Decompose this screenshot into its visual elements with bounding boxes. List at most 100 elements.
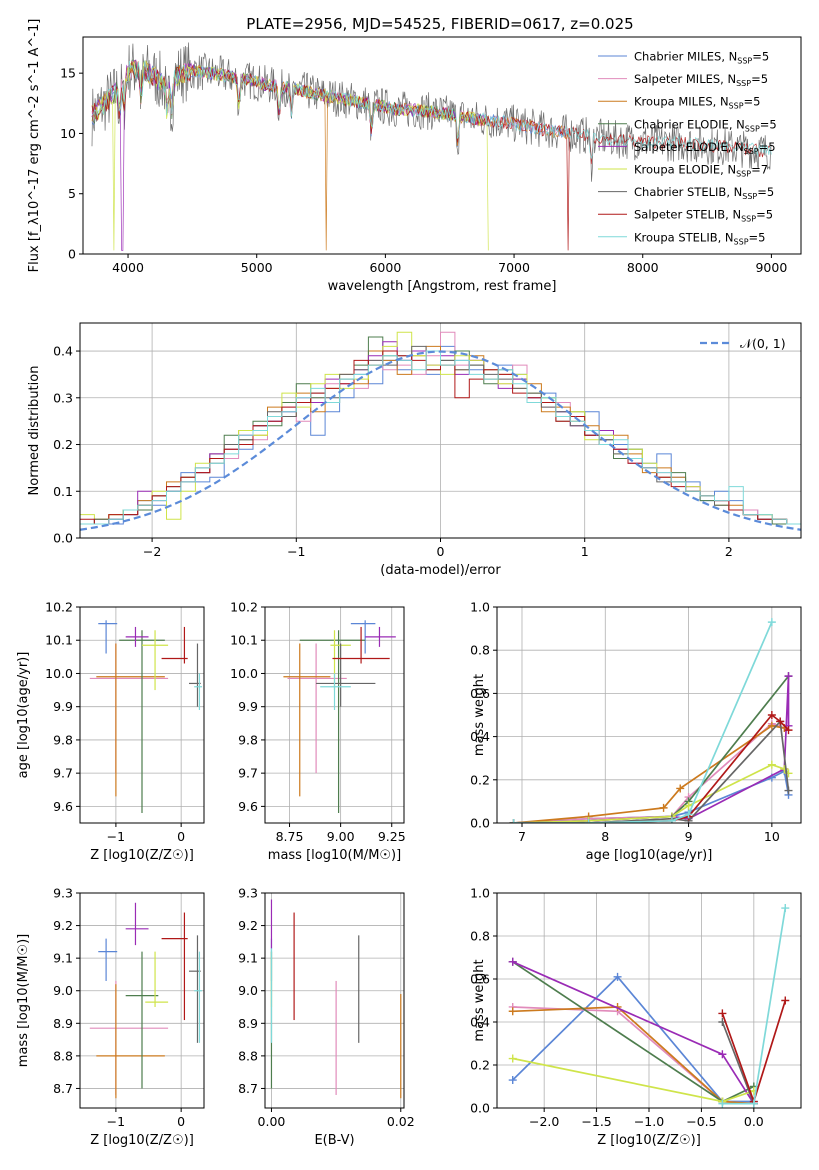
legend-label: Salpeter MILES, NSSP=5 bbox=[634, 72, 768, 88]
residual-histogram-panel: −2 −1 0 1 2 0.0 0.1 0.2 0.3 0.4 (data-model)/error… bbox=[27, 322, 802, 578]
y-tick-label: 9.1 bbox=[238, 951, 258, 966]
data-point-salpeter-stelib bbox=[784, 726, 793, 735]
legend-label: Kroupa ELODIE, NSSP=7 bbox=[634, 163, 768, 179]
series-line-chabrier-stelib bbox=[513, 719, 790, 823]
series-line-chabrier-miles bbox=[513, 769, 790, 823]
data-point-kroupa-stelib bbox=[509, 819, 518, 823]
y-tick-label: 8.8 bbox=[238, 1048, 258, 1063]
legend-label: Kroupa MILES, NSSP=5 bbox=[634, 95, 760, 111]
axes-frame bbox=[264, 892, 405, 1109]
y-tick-label: 9.9 bbox=[238, 699, 258, 714]
legend-label: Salpeter ELODIE, NSSP=5 bbox=[634, 140, 776, 156]
plot-area bbox=[270, 899, 402, 1099]
y-tick-label: 0.6 bbox=[470, 686, 490, 701]
y-tick-label: 0.3 bbox=[53, 390, 73, 405]
x-axis-label: age [log10(age/yr)] bbox=[586, 848, 713, 863]
y-tick-label: 1.0 bbox=[470, 600, 490, 615]
data-point-salpeter-elodie bbox=[508, 957, 517, 966]
axes-frame bbox=[82, 36, 802, 255]
series-line-salpeter-elodie bbox=[513, 676, 790, 823]
y-tick-label: 10 bbox=[60, 126, 76, 141]
x-tick-label: 0 bbox=[177, 829, 185, 844]
data-point-kroupa-elodie bbox=[684, 801, 693, 810]
data-point-kroupa-miles bbox=[659, 803, 668, 812]
axes-frame bbox=[79, 606, 205, 824]
y-tick-label: 9.8 bbox=[238, 732, 258, 747]
y-tick-label: 8.7 bbox=[238, 1081, 258, 1096]
y-tick-label: 10.2 bbox=[45, 600, 73, 615]
x-tick-label: 9.25 bbox=[378, 829, 406, 844]
y-tick-label: 8.9 bbox=[53, 1016, 73, 1031]
y-tick-label: 9.0 bbox=[238, 983, 258, 998]
plot-area bbox=[509, 618, 793, 823]
x-tick-label: 7000 bbox=[498, 260, 530, 275]
data-point-kroupa-elodie bbox=[780, 765, 789, 773]
mass-vs-metallicity-panel: −1 0 8.7 8.8 8.9 9.0 9.1 9.2 9.3 Z [log10(Z/Z☉)] m… bbox=[16, 886, 205, 1148]
x-tick-label: −1 bbox=[107, 829, 125, 844]
data-point-salpeter-stelib bbox=[781, 996, 790, 1005]
series-line-kroupa-miles bbox=[512, 1006, 754, 1105]
y-tick-label: 9.7 bbox=[53, 766, 73, 781]
series-line-kroupa-elodie bbox=[513, 763, 790, 823]
plot-area bbox=[508, 904, 790, 1108]
x-tick-label: −1.0 bbox=[634, 1114, 664, 1129]
series-line-salpeter-miles bbox=[513, 722, 785, 823]
axes-frame bbox=[79, 892, 205, 1109]
axes-frame bbox=[496, 606, 802, 824]
legend-label: 𝒩(0, 1) bbox=[740, 336, 786, 351]
spectrum-line-chabrier-stelib bbox=[91, 42, 772, 182]
y-tick-label: 9.2 bbox=[53, 918, 73, 933]
y-tick-label: 9.8 bbox=[53, 732, 73, 747]
age-vs-metallicity-panel: −1 0 9.6 9.7 9.8 9.9 10.0 10.1 10.2 Z [log10(Z/Z☉… bbox=[16, 600, 205, 863]
x-tick-label: −2 bbox=[143, 544, 161, 559]
x-tick-label: −1 bbox=[107, 1114, 125, 1129]
mass-vs-extinction-panel: 0.00 0.02 8.7 8.8 8.9 9.0 9.1 9.2 9.3 E(B-V) bbox=[238, 886, 415, 1149]
y-tick-label: 0.4 bbox=[470, 1015, 490, 1030]
y-axis-label: Flux [f_λ10^-17 erg cm^-2 s^-1 A^-1] bbox=[27, 19, 42, 273]
x-tick-label: 7 bbox=[518, 829, 526, 844]
y-tick-label: 0 bbox=[68, 247, 76, 262]
x-tick-label: 9.00 bbox=[327, 829, 355, 844]
x-axis-label: E(B-V) bbox=[314, 1133, 354, 1148]
x-tick-label: 8000 bbox=[627, 260, 659, 275]
data-point-kroupa-stelib bbox=[767, 618, 776, 627]
data-point-chabrier-stelib bbox=[784, 786, 793, 795]
x-tick-label: 8.75 bbox=[276, 829, 304, 844]
series-line-kroupa-miles bbox=[513, 724, 785, 823]
y-tick-label: 9.6 bbox=[238, 799, 258, 814]
data-point-kroupa-miles bbox=[508, 1007, 517, 1016]
x-axis-label: mass [log10(M/M☉)] bbox=[268, 848, 401, 863]
x-axis-label: Z [log10(Z/Z☉)] bbox=[90, 848, 194, 863]
y-tick-label: 9.3 bbox=[238, 886, 258, 901]
y-tick-label: 8.9 bbox=[238, 1016, 258, 1031]
data-point-kroupa-elodie bbox=[767, 760, 776, 769]
x-tick-label: 5000 bbox=[241, 260, 273, 275]
series-line-chabrier-miles bbox=[512, 975, 754, 1103]
x-tick-label: 2 bbox=[725, 544, 733, 559]
data-point-salpeter-stelib bbox=[767, 711, 776, 719]
x-tick-label: 0.00 bbox=[258, 1114, 286, 1129]
x-tick-label: 4000 bbox=[112, 260, 144, 275]
x-tick-label: 8 bbox=[601, 829, 609, 844]
y-tick-label: 0.0 bbox=[470, 1101, 490, 1116]
data-point-salpeter-elodie bbox=[784, 672, 793, 681]
y-tick-label: 0.2 bbox=[470, 772, 490, 787]
data-point-kroupa-elodie bbox=[508, 1054, 517, 1063]
spectrum-legend: Chabrier MILES, NSSP=5 Salpeter MILES, NS… bbox=[598, 50, 777, 246]
x-tick-label: 6000 bbox=[369, 260, 401, 275]
x-axis-label: Z [log10(Z/Z☉)] bbox=[597, 1133, 701, 1148]
y-tick-label: 8.7 bbox=[53, 1081, 73, 1096]
plot-area bbox=[80, 331, 801, 538]
y-axis-label: Normed distribution bbox=[27, 366, 42, 496]
y-tick-label: 9.2 bbox=[238, 918, 258, 933]
y-tick-label: 10.1 bbox=[45, 633, 73, 648]
y-tick-label: 10.0 bbox=[230, 666, 258, 681]
series-line-chabrier-stelib bbox=[721, 1021, 755, 1105]
x-tick-label: 0.02 bbox=[387, 1114, 415, 1129]
y-axis-label: mass [log10(M/M☉)] bbox=[16, 934, 31, 1067]
x-tick-label: 0 bbox=[437, 544, 445, 559]
data-point-kroupa-stelib bbox=[749, 1099, 758, 1108]
spectrum-line-salpeter-stelib bbox=[91, 61, 772, 251]
x-tick-label: 10 bbox=[764, 829, 780, 844]
